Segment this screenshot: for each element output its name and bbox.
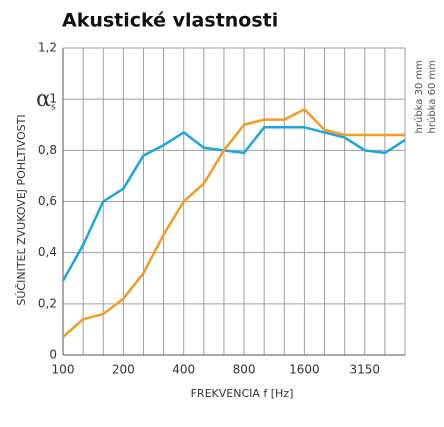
y-tick-label: 0 xyxy=(49,348,57,362)
x-tick-label: 1600 xyxy=(289,363,320,377)
x-tick-label: 800 xyxy=(233,363,256,377)
y-symbol-sub: s xyxy=(51,103,56,113)
line-series xyxy=(62,108,405,339)
y-tick-label: 1,2 xyxy=(38,41,57,55)
x-tick-label: 3150 xyxy=(349,363,380,377)
x-tick-label: 100 xyxy=(52,363,75,377)
y-tick-label: 1 xyxy=(49,92,57,106)
y-axis-label: SÚČINITEĽ ZVUKOVEJ POHLTIVOSTI xyxy=(15,114,28,305)
y-symbol: α xyxy=(36,87,51,112)
y-tick-label: 0,4 xyxy=(38,245,57,259)
y-tick-label: 0,8 xyxy=(38,143,57,157)
x-axis-label: FREKVENCIA f [Hz] xyxy=(191,387,294,400)
x-tick-label: 200 xyxy=(112,363,135,377)
y-tick-label: 0,2 xyxy=(38,296,57,310)
line-series xyxy=(61,126,406,282)
legend-label: hrúbka 30 mm xyxy=(413,60,425,133)
x-tick-label: 400 xyxy=(172,363,195,377)
chart-title: Akustické vlastnosti xyxy=(62,10,278,32)
legend-label: hrúbka 60 mm xyxy=(426,60,438,133)
y-tick-label: 0,6 xyxy=(38,194,57,208)
